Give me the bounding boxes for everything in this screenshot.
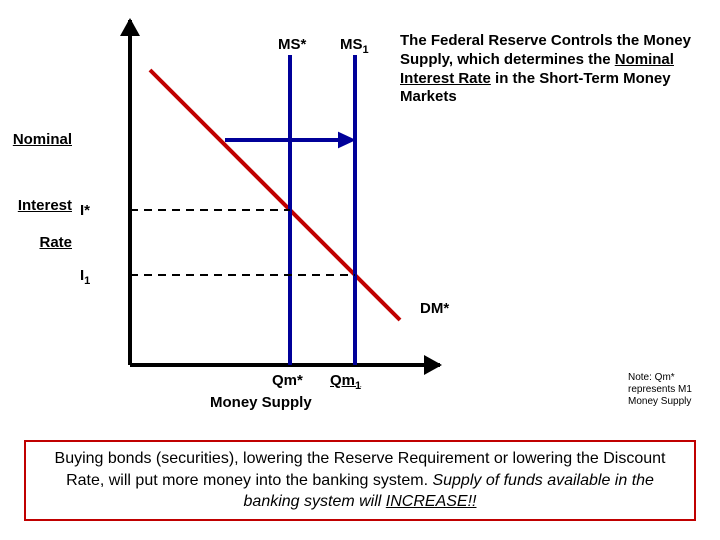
explanation-right: The Federal Reserve Controls the Money S… [400, 32, 700, 107]
y-axis-label-rate: Rate [10, 235, 72, 251]
label-qm1: Qm1 [330, 372, 361, 392]
label-ms-star: MS* [278, 36, 306, 53]
label-qm-star: Qm* [272, 372, 303, 389]
y-axis-label-interest: Interest [10, 198, 72, 214]
label-i1: I1 [80, 267, 90, 287]
label-dm-star: DM* [420, 300, 449, 317]
money-market-diagram: Nominal Interest Rate I* I1 MS* MS1 DM* … [0, 0, 720, 440]
bottom-explain-text: Buying bonds (securities), lowering the … [38, 448, 682, 513]
bottom-explain-box: Buying bonds (securities), lowering the … [24, 440, 696, 521]
label-ms1: MS1 [340, 36, 369, 56]
x-axis-label: Money Supply [210, 394, 312, 411]
label-i-star: I* [80, 202, 90, 219]
note-qm: Note: Qm* represents M1 Money Supply [628, 372, 708, 408]
y-axis-label-nominal: Nominal [10, 132, 72, 148]
